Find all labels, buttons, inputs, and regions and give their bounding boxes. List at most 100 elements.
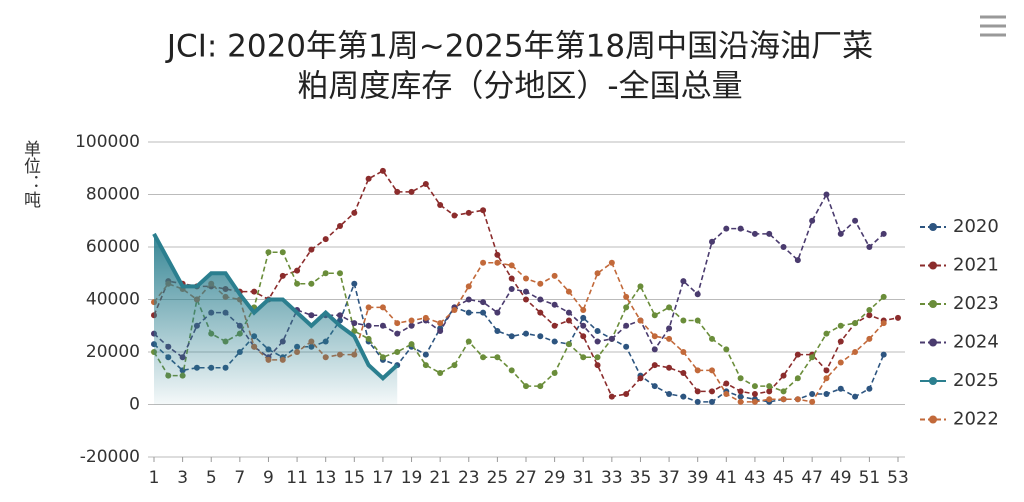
x-tick-label: 47 <box>801 468 823 488</box>
y-tick-label: 80000 <box>86 185 140 205</box>
x-tick-label: 29 <box>544 468 566 488</box>
point <box>365 304 372 311</box>
point <box>537 383 544 390</box>
point <box>580 333 587 340</box>
menu-button[interactable] <box>980 15 1006 37</box>
x-tick-label: 33 <box>601 468 623 488</box>
point <box>780 244 787 250</box>
point <box>508 333 515 340</box>
point <box>766 396 773 403</box>
point <box>766 383 773 390</box>
point <box>294 267 301 274</box>
point <box>365 175 372 182</box>
point <box>337 312 343 319</box>
point <box>351 280 358 287</box>
point <box>523 296 529 303</box>
point <box>852 349 859 355</box>
point <box>494 354 501 361</box>
point <box>580 314 587 321</box>
point <box>880 293 887 300</box>
line <box>152 232 399 381</box>
point <box>694 291 701 298</box>
point <box>580 307 587 313</box>
x-tick-label: 51 <box>859 468 881 488</box>
x-tick-label: 17 <box>372 468 394 488</box>
point <box>594 338 601 345</box>
point <box>780 396 787 403</box>
point <box>895 314 901 321</box>
point <box>422 362 429 369</box>
point <box>451 362 458 369</box>
point <box>365 335 372 342</box>
point <box>737 375 744 382</box>
legend-marker <box>929 415 937 424</box>
point <box>880 351 887 358</box>
point <box>594 328 601 334</box>
point <box>523 383 529 390</box>
x-tick-label: 41 <box>715 468 737 488</box>
point <box>680 349 687 355</box>
y-tick-label: 40000 <box>86 290 140 310</box>
point <box>322 236 329 243</box>
point <box>480 259 487 266</box>
point <box>737 398 744 405</box>
point <box>551 338 558 345</box>
point <box>608 259 615 266</box>
point <box>279 272 286 279</box>
point <box>623 304 630 311</box>
point <box>337 223 343 229</box>
point <box>723 346 730 353</box>
point <box>465 296 472 303</box>
point <box>666 325 673 332</box>
point <box>437 202 444 208</box>
point <box>823 391 830 397</box>
point <box>766 388 773 395</box>
point <box>623 322 630 329</box>
point <box>523 275 529 282</box>
point <box>537 280 544 287</box>
point <box>523 288 529 295</box>
point <box>537 296 544 303</box>
x-tick-label: 21 <box>429 468 451 488</box>
point <box>694 398 701 405</box>
chart-title: 粕周度库存（分地区）-全国总量 <box>297 69 742 105</box>
x-tick-label: 43 <box>744 468 766 488</box>
point <box>794 257 801 264</box>
point <box>837 322 844 329</box>
point <box>494 328 501 334</box>
point <box>637 283 644 290</box>
y-tick-label: 0 <box>129 395 140 415</box>
line <box>153 251 885 393</box>
x-tick-label: 37 <box>658 468 680 488</box>
point <box>880 320 887 327</box>
point <box>651 312 658 319</box>
point <box>852 320 859 327</box>
point <box>837 359 844 366</box>
point <box>480 299 487 306</box>
point <box>737 225 744 232</box>
x-tick-label: 27 <box>515 468 537 488</box>
point <box>565 309 572 316</box>
point <box>737 393 744 400</box>
point <box>623 391 630 397</box>
point <box>823 367 830 374</box>
point <box>494 309 501 316</box>
x-tick-label: 49 <box>830 468 852 488</box>
point <box>379 322 386 329</box>
x-tick-label: 19 <box>401 468 423 488</box>
y-tick-label: 60000 <box>86 237 140 257</box>
legend-label: 2022 <box>953 409 999 430</box>
point <box>651 333 658 340</box>
point <box>837 338 844 345</box>
point <box>794 396 801 403</box>
legend-label: 2021 <box>953 255 999 276</box>
point <box>709 398 715 405</box>
point <box>780 388 787 395</box>
point <box>251 288 258 295</box>
point <box>794 375 801 382</box>
point <box>523 330 529 337</box>
point <box>508 275 515 282</box>
x-tick-label: 7 <box>234 468 245 488</box>
point <box>608 393 615 400</box>
point <box>651 362 658 369</box>
